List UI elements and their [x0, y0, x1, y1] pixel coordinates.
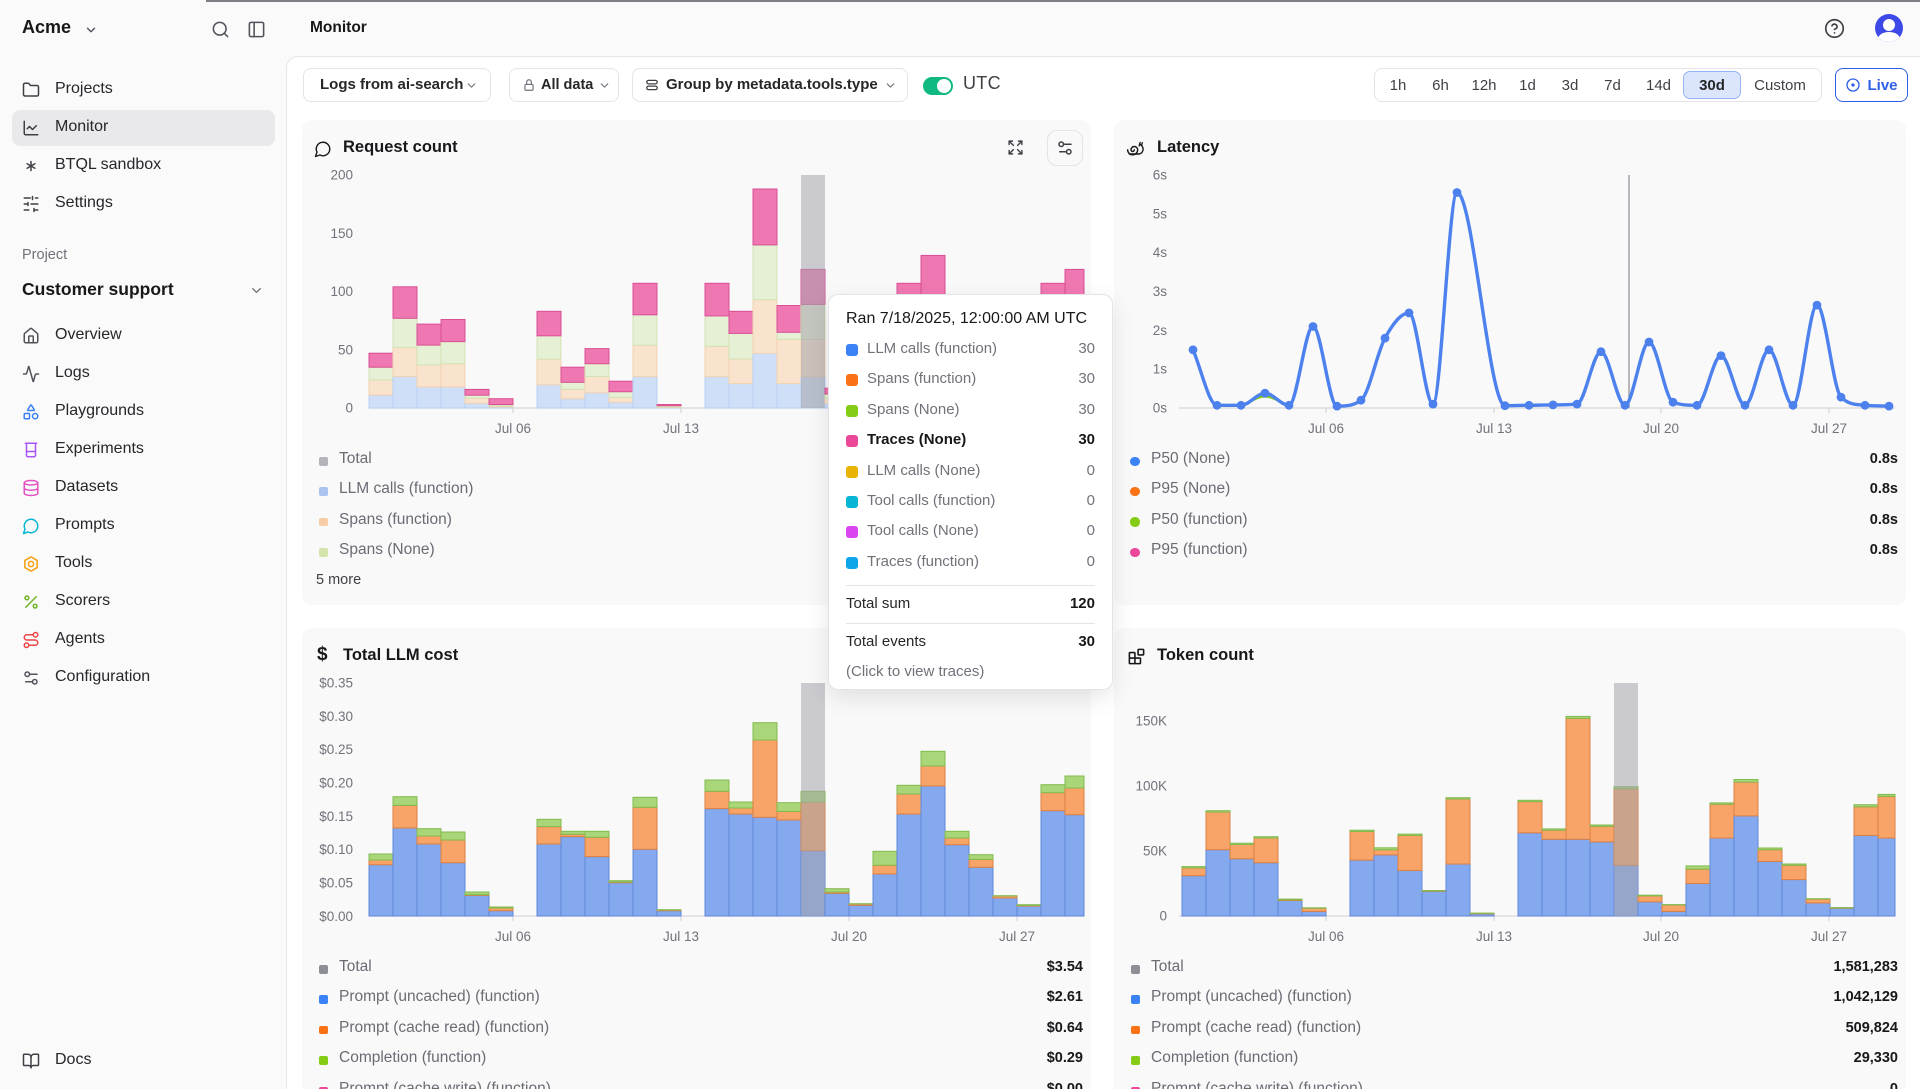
svg-text:Jul 20: Jul 20 [831, 929, 867, 944]
svg-text:Jul 20: Jul 20 [1643, 929, 1679, 944]
svg-text:Jul 20: Jul 20 [1643, 421, 1679, 436]
svg-text:Jul 27: Jul 27 [1811, 421, 1847, 436]
svg-text:Jul 06: Jul 06 [1308, 929, 1344, 944]
svg-text:Jul 13: Jul 13 [1476, 929, 1512, 944]
svg-text:Jul 06: Jul 06 [495, 929, 531, 944]
svg-text:3s: 3s [1153, 284, 1168, 299]
svg-text:0: 0 [345, 401, 353, 416]
svg-text:Jul 13: Jul 13 [663, 421, 699, 436]
svg-text:150: 150 [330, 226, 353, 241]
svg-text:Jul 27: Jul 27 [999, 929, 1035, 944]
svg-text:0s: 0s [1153, 400, 1168, 415]
svg-text:$0.35: $0.35 [319, 676, 353, 691]
svg-text:Jul 27: Jul 27 [1811, 929, 1847, 944]
svg-text:150K: 150K [1135, 714, 1167, 729]
svg-text:$0.15: $0.15 [319, 809, 353, 824]
svg-text:50: 50 [338, 342, 353, 357]
svg-text:200: 200 [330, 168, 353, 183]
svg-text:$0.00: $0.00 [319, 909, 353, 924]
svg-text:50K: 50K [1143, 844, 1167, 859]
svg-text:$0.25: $0.25 [319, 742, 353, 757]
svg-text:100K: 100K [1135, 779, 1167, 794]
svg-text:Jul 06: Jul 06 [495, 421, 531, 436]
svg-text:100: 100 [330, 284, 353, 299]
svg-text:$0.05: $0.05 [319, 875, 353, 890]
svg-text:$0.20: $0.20 [319, 775, 353, 790]
svg-text:2s: 2s [1153, 323, 1168, 338]
svg-text:0: 0 [1159, 909, 1167, 924]
svg-text:1s: 1s [1153, 362, 1168, 377]
svg-text:Jul 13: Jul 13 [663, 929, 699, 944]
svg-text:$0.10: $0.10 [319, 842, 353, 857]
svg-text:5s: 5s [1153, 206, 1168, 221]
svg-text:$0.30: $0.30 [319, 709, 353, 724]
svg-text:6s: 6s [1153, 168, 1168, 183]
svg-text:Jul 06: Jul 06 [1308, 421, 1344, 436]
svg-text:4s: 4s [1153, 245, 1168, 260]
svg-text:Jul 13: Jul 13 [1476, 421, 1512, 436]
